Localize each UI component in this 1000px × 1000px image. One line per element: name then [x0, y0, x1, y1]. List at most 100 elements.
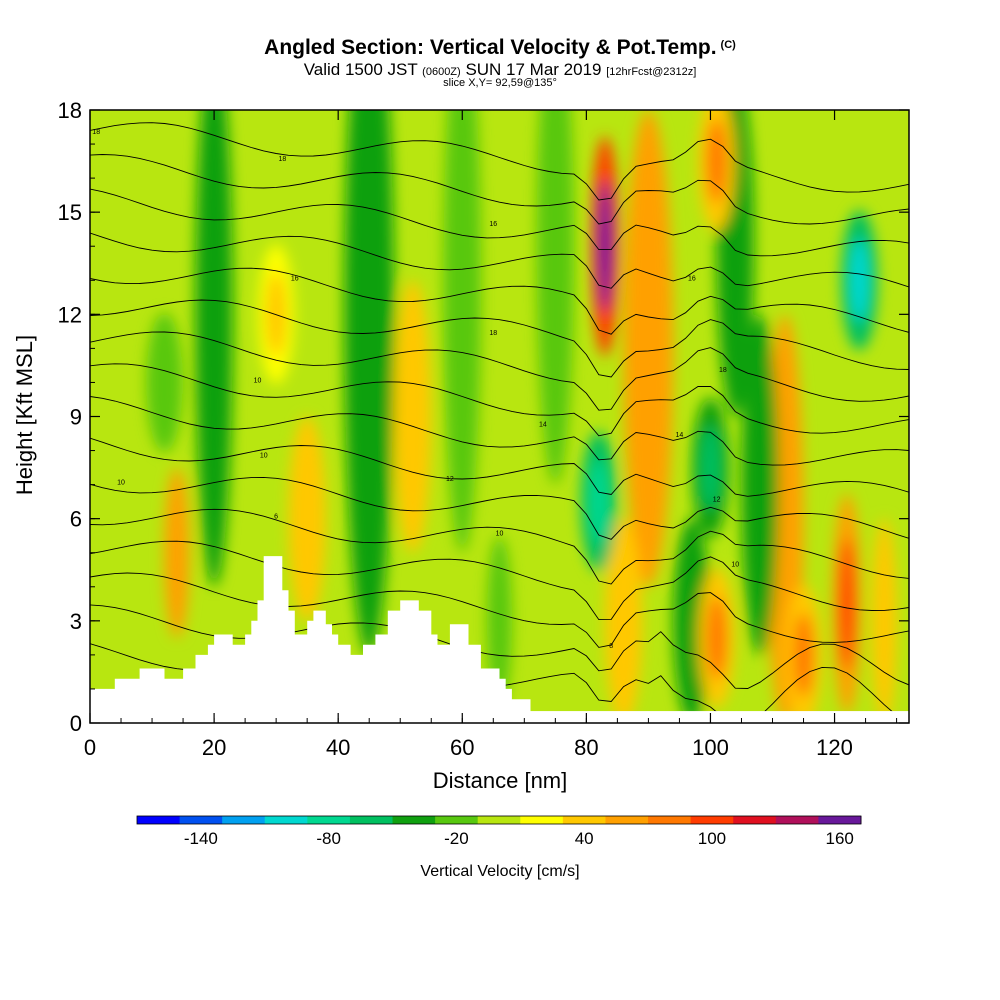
- colorbar-tick-label: 100: [698, 829, 726, 848]
- pot-temp-contour-line: [90, 232, 909, 289]
- pot-temp-contour-line: [90, 476, 909, 540]
- pot-temp-contour-line: [90, 299, 909, 378]
- terrain: [90, 556, 556, 723]
- updraft-core: [793, 612, 814, 697]
- y-tick-label: 0: [70, 711, 82, 736]
- colorbar-tick-label: -80: [316, 829, 341, 848]
- contour-label: 12: [446, 476, 454, 483]
- x-tick-label: 100: [692, 735, 729, 760]
- colorbar-swatch: [520, 816, 564, 824]
- downdraft-core: [849, 238, 870, 323]
- downdraft-core: [700, 425, 721, 510]
- field-streak: [487, 535, 512, 706]
- x-tick-label: 60: [450, 735, 474, 760]
- contour-label: 10: [731, 561, 739, 568]
- field-streak: [741, 314, 779, 655]
- updraft-core: [706, 595, 727, 680]
- field-streak: [443, 110, 481, 553]
- contour-labels: 18 18 16 16 16 18 10 18 14 14 10 12 10 12 6 10 10 8: [92, 129, 739, 650]
- downdraft-core: [154, 340, 175, 425]
- pot-temp-contour-line: [90, 396, 909, 466]
- contour-label: 10: [254, 377, 262, 384]
- chart-title: Angled Section: Vertical Velocity & Pot.…: [264, 36, 736, 59]
- x-tick-label: 40: [326, 735, 350, 760]
- contour-label: 12: [713, 497, 721, 504]
- updraft-core: [706, 119, 727, 204]
- colorbar-swatch: [392, 816, 436, 824]
- contour-label: 16: [688, 275, 696, 282]
- y-tick-label: 12: [58, 302, 82, 327]
- x-axis-label: Distance [nm]: [432, 768, 568, 793]
- pot-temp-contour-line: [90, 437, 909, 497]
- title-mark: (C): [720, 39, 736, 51]
- y-tick-label: 18: [58, 98, 82, 123]
- updraft-core: [597, 180, 613, 313]
- colorbar-swatch: [264, 816, 308, 824]
- contour-label: 8: [609, 643, 613, 650]
- pot-temp-contour-line: [90, 572, 909, 648]
- field-streak: [195, 110, 233, 587]
- contour-label: 16: [489, 221, 497, 228]
- contour-label: 18: [719, 367, 727, 374]
- y-tick-label: 3: [70, 609, 82, 634]
- x-tick-label: 20: [202, 735, 226, 760]
- field-features: [146, 110, 897, 723]
- pot-temp-contour-line: [90, 508, 909, 585]
- colorbar-swatch: [435, 816, 479, 824]
- contour-label: 18: [278, 156, 286, 163]
- pot-temp-contour-line: [90, 188, 909, 257]
- contour-label: 10: [117, 480, 125, 487]
- y-tick-label: 15: [58, 200, 82, 225]
- colorbar-swatch: [648, 816, 692, 824]
- axes: 0 20 40 60 80 100 120 0 3 6 9 12 15 18: [58, 98, 909, 760]
- subtitle-forecast: [12hrFcst@2312z]: [606, 66, 697, 78]
- field-streak: [536, 110, 574, 485]
- updraft-core: [839, 537, 855, 670]
- field-streak: [394, 280, 432, 553]
- colorbar-swatch: [222, 816, 266, 824]
- colorbar-swatch: [733, 816, 777, 824]
- colorbar-label: Vertical Velocity [cm/s]: [420, 863, 580, 880]
- x-tick-label: 0: [84, 735, 96, 760]
- contour-label: 14: [539, 422, 547, 429]
- colorbar-tick-label: 160: [826, 829, 854, 848]
- colorbar-frame: [136, 815, 862, 825]
- pot-temp-contour-line: [90, 154, 909, 225]
- contour-label: 18: [489, 330, 497, 337]
- pot-temp-contour-line: [90, 363, 909, 437]
- terrain-mask: [90, 556, 909, 723]
- colorbar-swatch: [562, 816, 606, 824]
- colorbar-tick-label: -140: [184, 829, 218, 848]
- heatmap-field: [90, 110, 909, 723]
- field-streak: [288, 416, 326, 621]
- terrain-floor: [524, 711, 909, 723]
- pot-temp-contour-line: [90, 267, 909, 335]
- downdraft-core: [588, 459, 609, 544]
- contour-label: 18: [92, 129, 100, 136]
- colorbar-tick-label: 40: [575, 829, 594, 848]
- y-tick-label: 9: [70, 405, 82, 430]
- x-tick-label: 80: [574, 735, 598, 760]
- colorbar-swatch: [179, 816, 223, 824]
- field-streak: [344, 110, 395, 655]
- colorbar-swatch: [605, 816, 649, 824]
- x-tick-label: 120: [816, 735, 853, 760]
- pot-temp-contour-line: [90, 331, 909, 411]
- colorbar: -140 -80 -20 40 100 160: [136, 815, 862, 848]
- contour-label: 10: [496, 531, 504, 538]
- contour-label: 10: [260, 452, 268, 459]
- pot-temp-contour-line: [90, 122, 909, 201]
- colorbar-swatch: [818, 816, 862, 824]
- field-streak: [604, 518, 643, 723]
- pot-temp-contour-line: [90, 540, 909, 621]
- contour-label: 6: [274, 514, 278, 521]
- field-streak: [871, 518, 897, 723]
- field-streak: [164, 467, 190, 638]
- colorbar-swatch: [775, 816, 819, 824]
- colorbar-swatch: [137, 816, 181, 824]
- y-tick-label: 6: [70, 507, 82, 532]
- colorbar-tick-label: -20: [444, 829, 469, 848]
- colorbar-swatch: [477, 816, 521, 824]
- slice-label: slice X,Y= 92,59@135°: [443, 77, 557, 89]
